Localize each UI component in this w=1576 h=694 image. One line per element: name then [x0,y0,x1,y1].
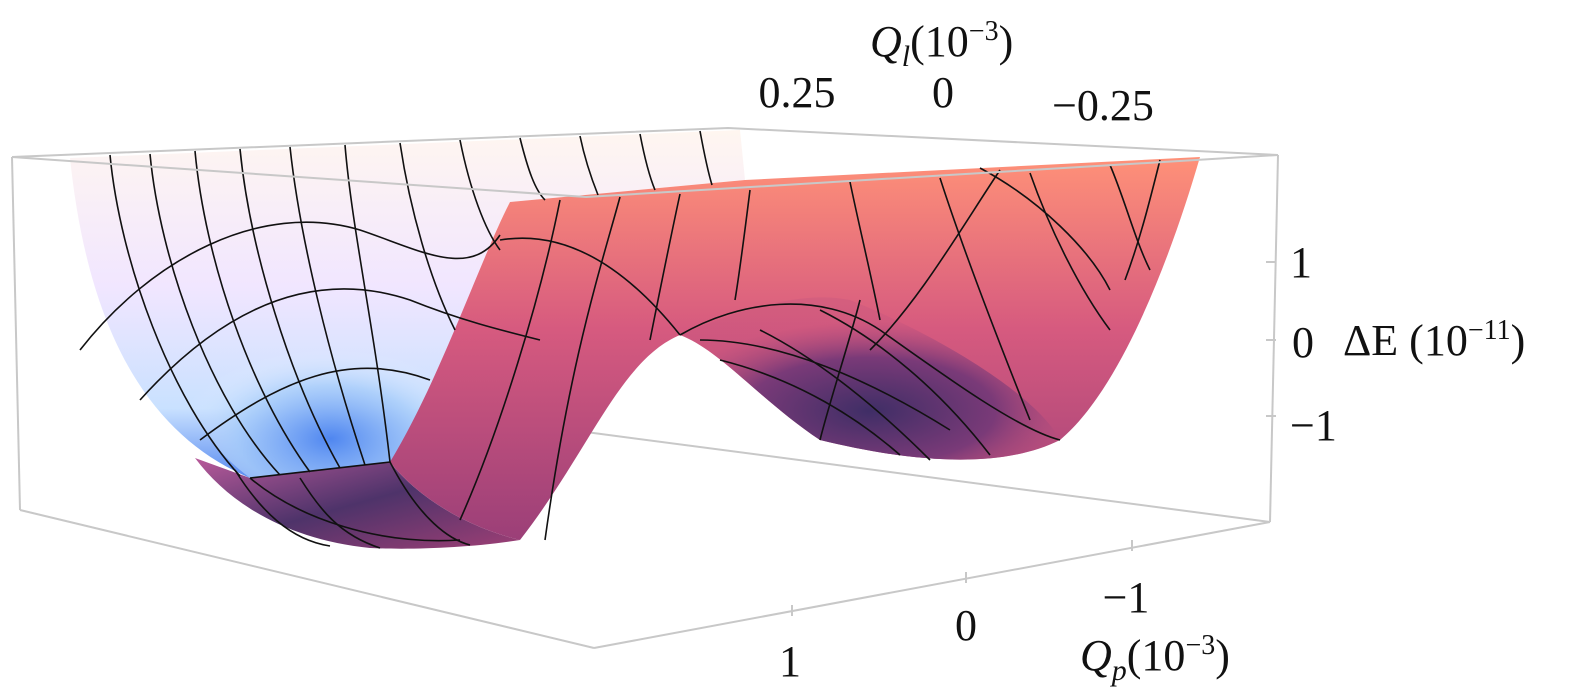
tick-marks [791,261,1276,616]
mesh-line [759,329,931,461]
z-axis-label: ΔE (10−11) [1343,315,1525,365]
mesh-line [819,309,991,456]
box-edge [1269,154,1279,523]
x-axis-label: Qp(10−3) [1080,630,1230,687]
mesh-line [734,189,751,301]
mesh-line [234,469,331,547]
y-axis-label: Ql(10−3) [870,16,1013,73]
box-edge [593,521,1271,649]
y-tick-label: −0.25 [1052,81,1154,130]
mesh-line [579,135,599,196]
mesh-line [819,299,861,441]
mesh-line [544,196,621,541]
surface-outline [249,461,391,479]
mesh-line [249,477,461,542]
mesh-line [699,339,951,431]
z-tick-label: 1 [1290,238,1312,287]
mesh-line [939,177,1031,421]
mesh-line [344,144,391,463]
box-edge [19,509,595,649]
box-edge [11,156,21,511]
mesh-line [79,221,501,351]
surface-left-well-shade [160,300,470,478]
mesh-line [399,142,456,331]
y-tick-label: 0.25 [759,68,836,117]
mesh-line [719,359,901,456]
mesh-line [199,367,431,441]
mesh-line [519,137,546,201]
mesh-line [289,146,366,466]
mesh-line [1124,159,1161,281]
mesh-line [239,148,341,469]
x-tick-label: 1 [779,637,801,686]
box-edge [585,431,1271,523]
mesh-line [649,193,681,341]
bounding-box-front [11,154,1279,649]
mesh-line [499,237,681,336]
box-edge [11,126,1279,158]
mesh-line [849,181,881,321]
mesh-line [1109,164,1151,271]
z-tick-label: −1 [1290,401,1337,450]
z-tick-label: 0 [1292,318,1314,367]
mesh-line [1029,172,1111,331]
surface-left-bottom [195,458,520,549]
mesh-line [699,130,713,186]
mesh-line [299,477,381,549]
mesh-line [679,303,1061,441]
mesh-line [869,169,1001,351]
axis-subscript: p [1110,654,1127,687]
x-tick-label: 0 [955,601,977,650]
mesh-line [149,153,281,476]
axis-subscript: l [902,40,910,73]
mesh-line [459,139,501,251]
mesh-line [979,167,1111,291]
mesh-line [639,133,656,191]
mesh-line [109,154,241,477]
mesh-line [389,461,471,546]
x-tick-label: −1 [1103,573,1150,622]
y-tick-label: 0 [932,68,954,117]
surface-mesh [79,130,1161,549]
box-edge [11,154,1279,199]
mesh-line [139,288,541,401]
